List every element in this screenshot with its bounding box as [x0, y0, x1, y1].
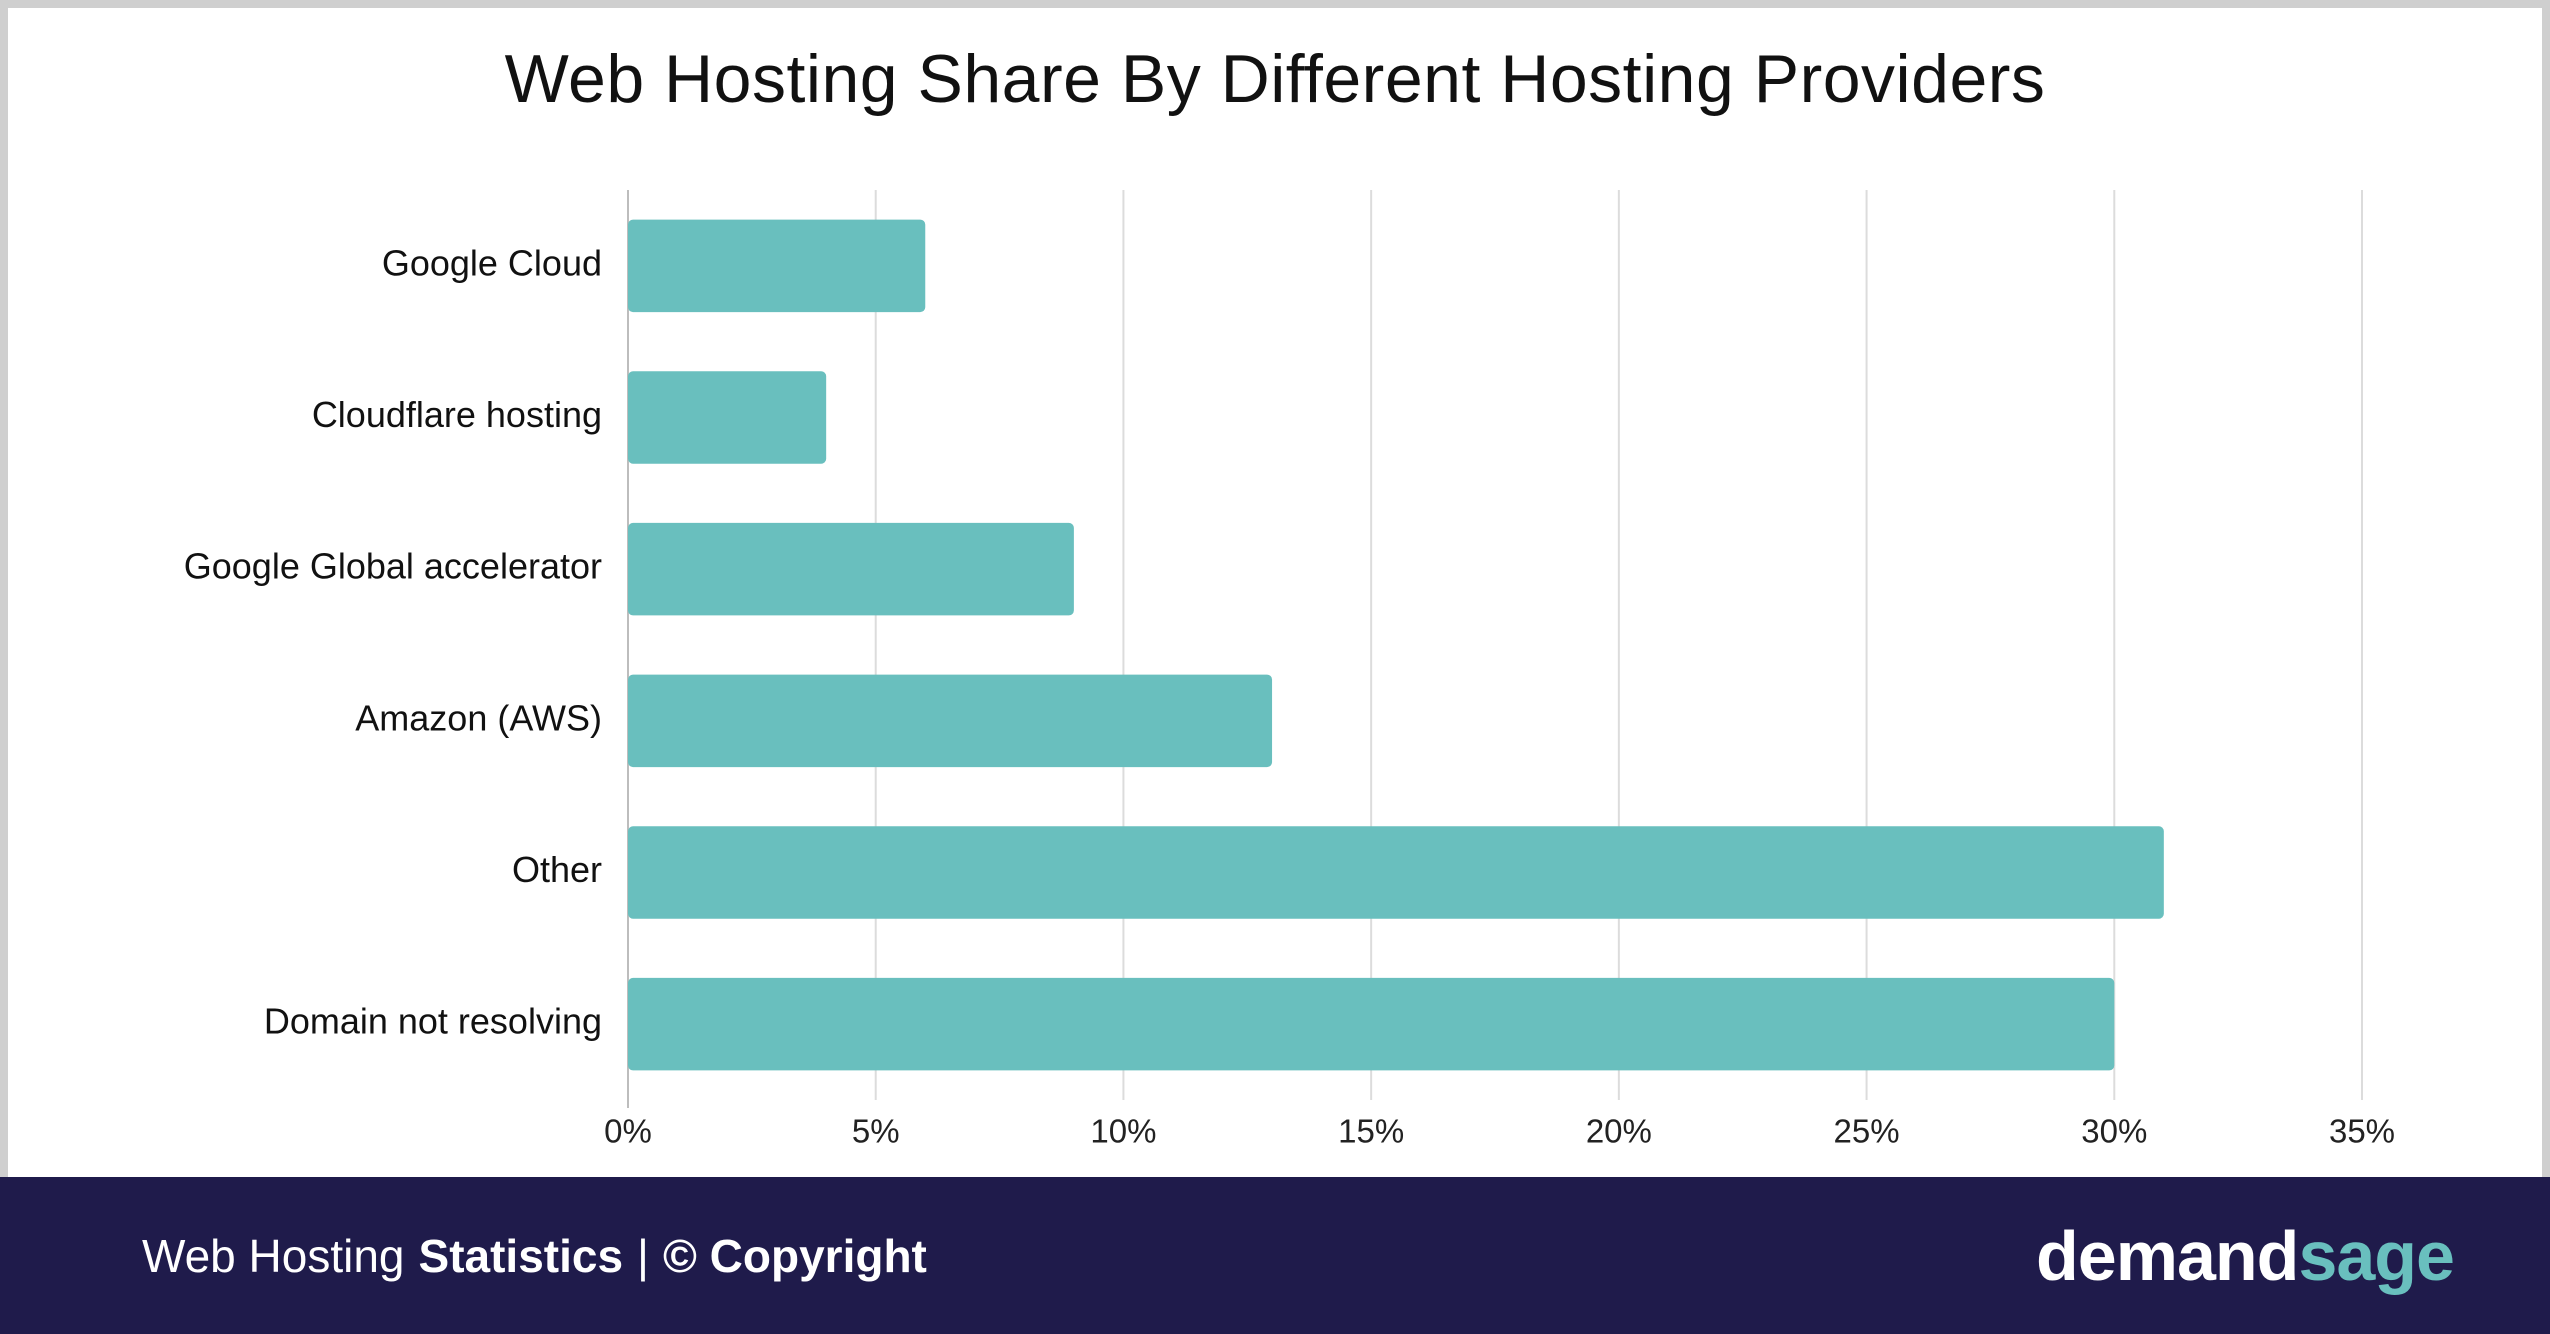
- category-label: Google Global accelerator: [184, 546, 602, 587]
- category-label: Amazon (AWS): [355, 697, 602, 738]
- footer-banner: Web Hosting Statistics | © Copyright dem…: [0, 1177, 2550, 1334]
- footer-caption-light: Web Hosting: [142, 1229, 405, 1282]
- bar: [628, 674, 1273, 768]
- bar: [628, 977, 2115, 1071]
- x-tick-label: 0%: [604, 1113, 652, 1150]
- footer-caption-bold: Statistics: [418, 1229, 624, 1282]
- footer-copyright: © Copyright: [663, 1229, 927, 1282]
- logo-text-sage: sage: [2298, 1216, 2455, 1295]
- x-tick-label: 5%: [852, 1113, 900, 1150]
- demandsage-logo: demand sage: [2036, 1177, 2455, 1334]
- x-tick-label: 20%: [1586, 1113, 1652, 1150]
- x-tick-label: 10%: [1090, 1113, 1156, 1150]
- logo-text-demand: demand: [2036, 1216, 2299, 1295]
- chart-title: Web Hosting Share By Different Hosting P…: [504, 41, 2046, 117]
- bar: [628, 219, 926, 313]
- x-tick-label: 35%: [2329, 1113, 2395, 1150]
- footer-separator: |: [637, 1229, 649, 1282]
- footer-caption: Web Hosting Statistics | © Copyright: [142, 1177, 927, 1334]
- category-label: Google Cloud: [382, 242, 602, 283]
- bar: [628, 826, 2164, 919]
- category-label: Cloudflare hosting: [312, 394, 602, 435]
- x-tick-label: 30%: [2081, 1113, 2147, 1150]
- category-label: Other: [512, 849, 602, 890]
- bar: [628, 522, 1074, 616]
- x-tick-label: 25%: [1834, 1113, 1900, 1150]
- x-tick-label: 15%: [1338, 1113, 1404, 1150]
- bar-chart: Google Cloud Cloudflare hosting Google Glo…: [184, 190, 2395, 1150]
- category-label: Domain not resolving: [264, 1001, 602, 1042]
- bar: [628, 371, 827, 464]
